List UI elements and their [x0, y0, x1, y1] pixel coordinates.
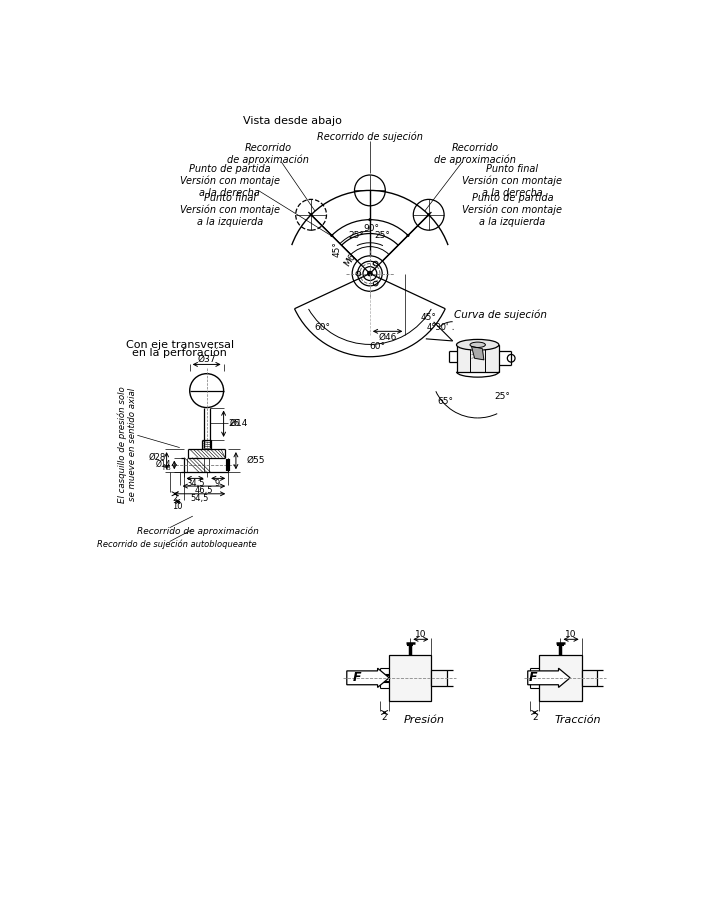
Text: 90°: 90°: [364, 225, 379, 234]
Text: 9: 9: [214, 478, 220, 488]
Text: 25°: 25°: [494, 392, 510, 401]
Polygon shape: [472, 346, 484, 360]
Text: 10: 10: [566, 630, 577, 639]
Text: Curva de sujeción: Curva de sujeción: [454, 310, 547, 320]
Text: Ø14: Ø14: [156, 460, 172, 469]
Bar: [582, 670, 597, 686]
Text: Con eje transversal: Con eje transversal: [126, 341, 234, 351]
Text: 34,5: 34,5: [186, 478, 204, 488]
Text: 10: 10: [172, 501, 183, 510]
Text: Punto final
Versión con montaje
a la izquierda: Punto final Versión con montaje a la izq…: [180, 193, 280, 226]
Text: Ø28: Ø28: [149, 453, 166, 462]
FancyArrow shape: [528, 668, 570, 687]
Text: 45°: 45°: [333, 241, 342, 257]
Text: 54,5: 54,5: [190, 494, 209, 503]
Text: Recorrido de sujeción autobloqueante: Recorrido de sujeción autobloqueante: [97, 540, 256, 550]
Bar: [457, 345, 499, 372]
Text: Presión: Presión: [403, 715, 444, 725]
Text: 2: 2: [382, 712, 387, 721]
Text: Punto de partida
Versión con montaje
a la izquierda: Punto de partida Versión con montaje a l…: [462, 193, 563, 226]
Text: Recorrido de aproximación: Recorrido de aproximación: [137, 527, 260, 536]
Text: 60°: 60°: [314, 323, 330, 332]
Circle shape: [330, 234, 333, 237]
Text: Ø55: Ø55: [246, 456, 265, 466]
Text: 26: 26: [228, 419, 240, 428]
FancyArrow shape: [347, 668, 389, 687]
Text: Vista desde abajo: Vista desde abajo: [243, 116, 342, 126]
Text: 2: 2: [532, 712, 537, 721]
Text: 46,5: 46,5: [195, 487, 213, 495]
Circle shape: [368, 271, 372, 276]
Text: Tracción: Tracción: [555, 715, 601, 725]
Circle shape: [427, 214, 430, 216]
Text: 4°30': 4°30': [426, 322, 449, 331]
Text: en la perforación: en la perforación: [132, 348, 227, 358]
Bar: [539, 655, 582, 701]
Ellipse shape: [470, 342, 486, 348]
Text: Recorrido
de aproximación: Recorrido de aproximación: [435, 143, 516, 165]
Text: M6: M6: [342, 252, 358, 268]
Text: El casquillo de presión solo
se mueve en sentido axial: El casquillo de presión solo se mueve en…: [117, 386, 137, 503]
Text: Recorrido
de aproximación: Recorrido de aproximación: [228, 143, 309, 165]
Text: F: F: [353, 671, 361, 685]
Ellipse shape: [457, 340, 499, 351]
Text: 2: 2: [172, 494, 177, 503]
Text: H8: H8: [163, 466, 172, 471]
Text: Punto final
Versión con montaje
a la derecha: Punto final Versión con montaje a la der…: [462, 164, 563, 198]
Text: 60°: 60°: [369, 342, 385, 352]
Text: 25°: 25°: [348, 231, 364, 239]
Text: 10: 10: [415, 630, 427, 639]
Text: F: F: [529, 671, 537, 685]
Text: 65°: 65°: [438, 396, 454, 405]
Text: 45°: 45°: [420, 313, 436, 322]
Text: Punto de partida
Versión con montaje
a la derecha: Punto de partida Versión con montaje a l…: [180, 164, 280, 198]
Text: 25°: 25°: [374, 231, 390, 239]
Text: Ø14: Ø14: [230, 418, 248, 427]
Circle shape: [310, 214, 313, 216]
Circle shape: [369, 218, 371, 221]
Text: Ø46: Ø46: [379, 333, 397, 342]
Circle shape: [406, 234, 409, 237]
Text: Ø37: Ø37: [198, 355, 216, 364]
Text: Recorrido de sujeción: Recorrido de sujeción: [317, 131, 423, 142]
Bar: [432, 670, 447, 686]
Bar: [389, 655, 432, 701]
